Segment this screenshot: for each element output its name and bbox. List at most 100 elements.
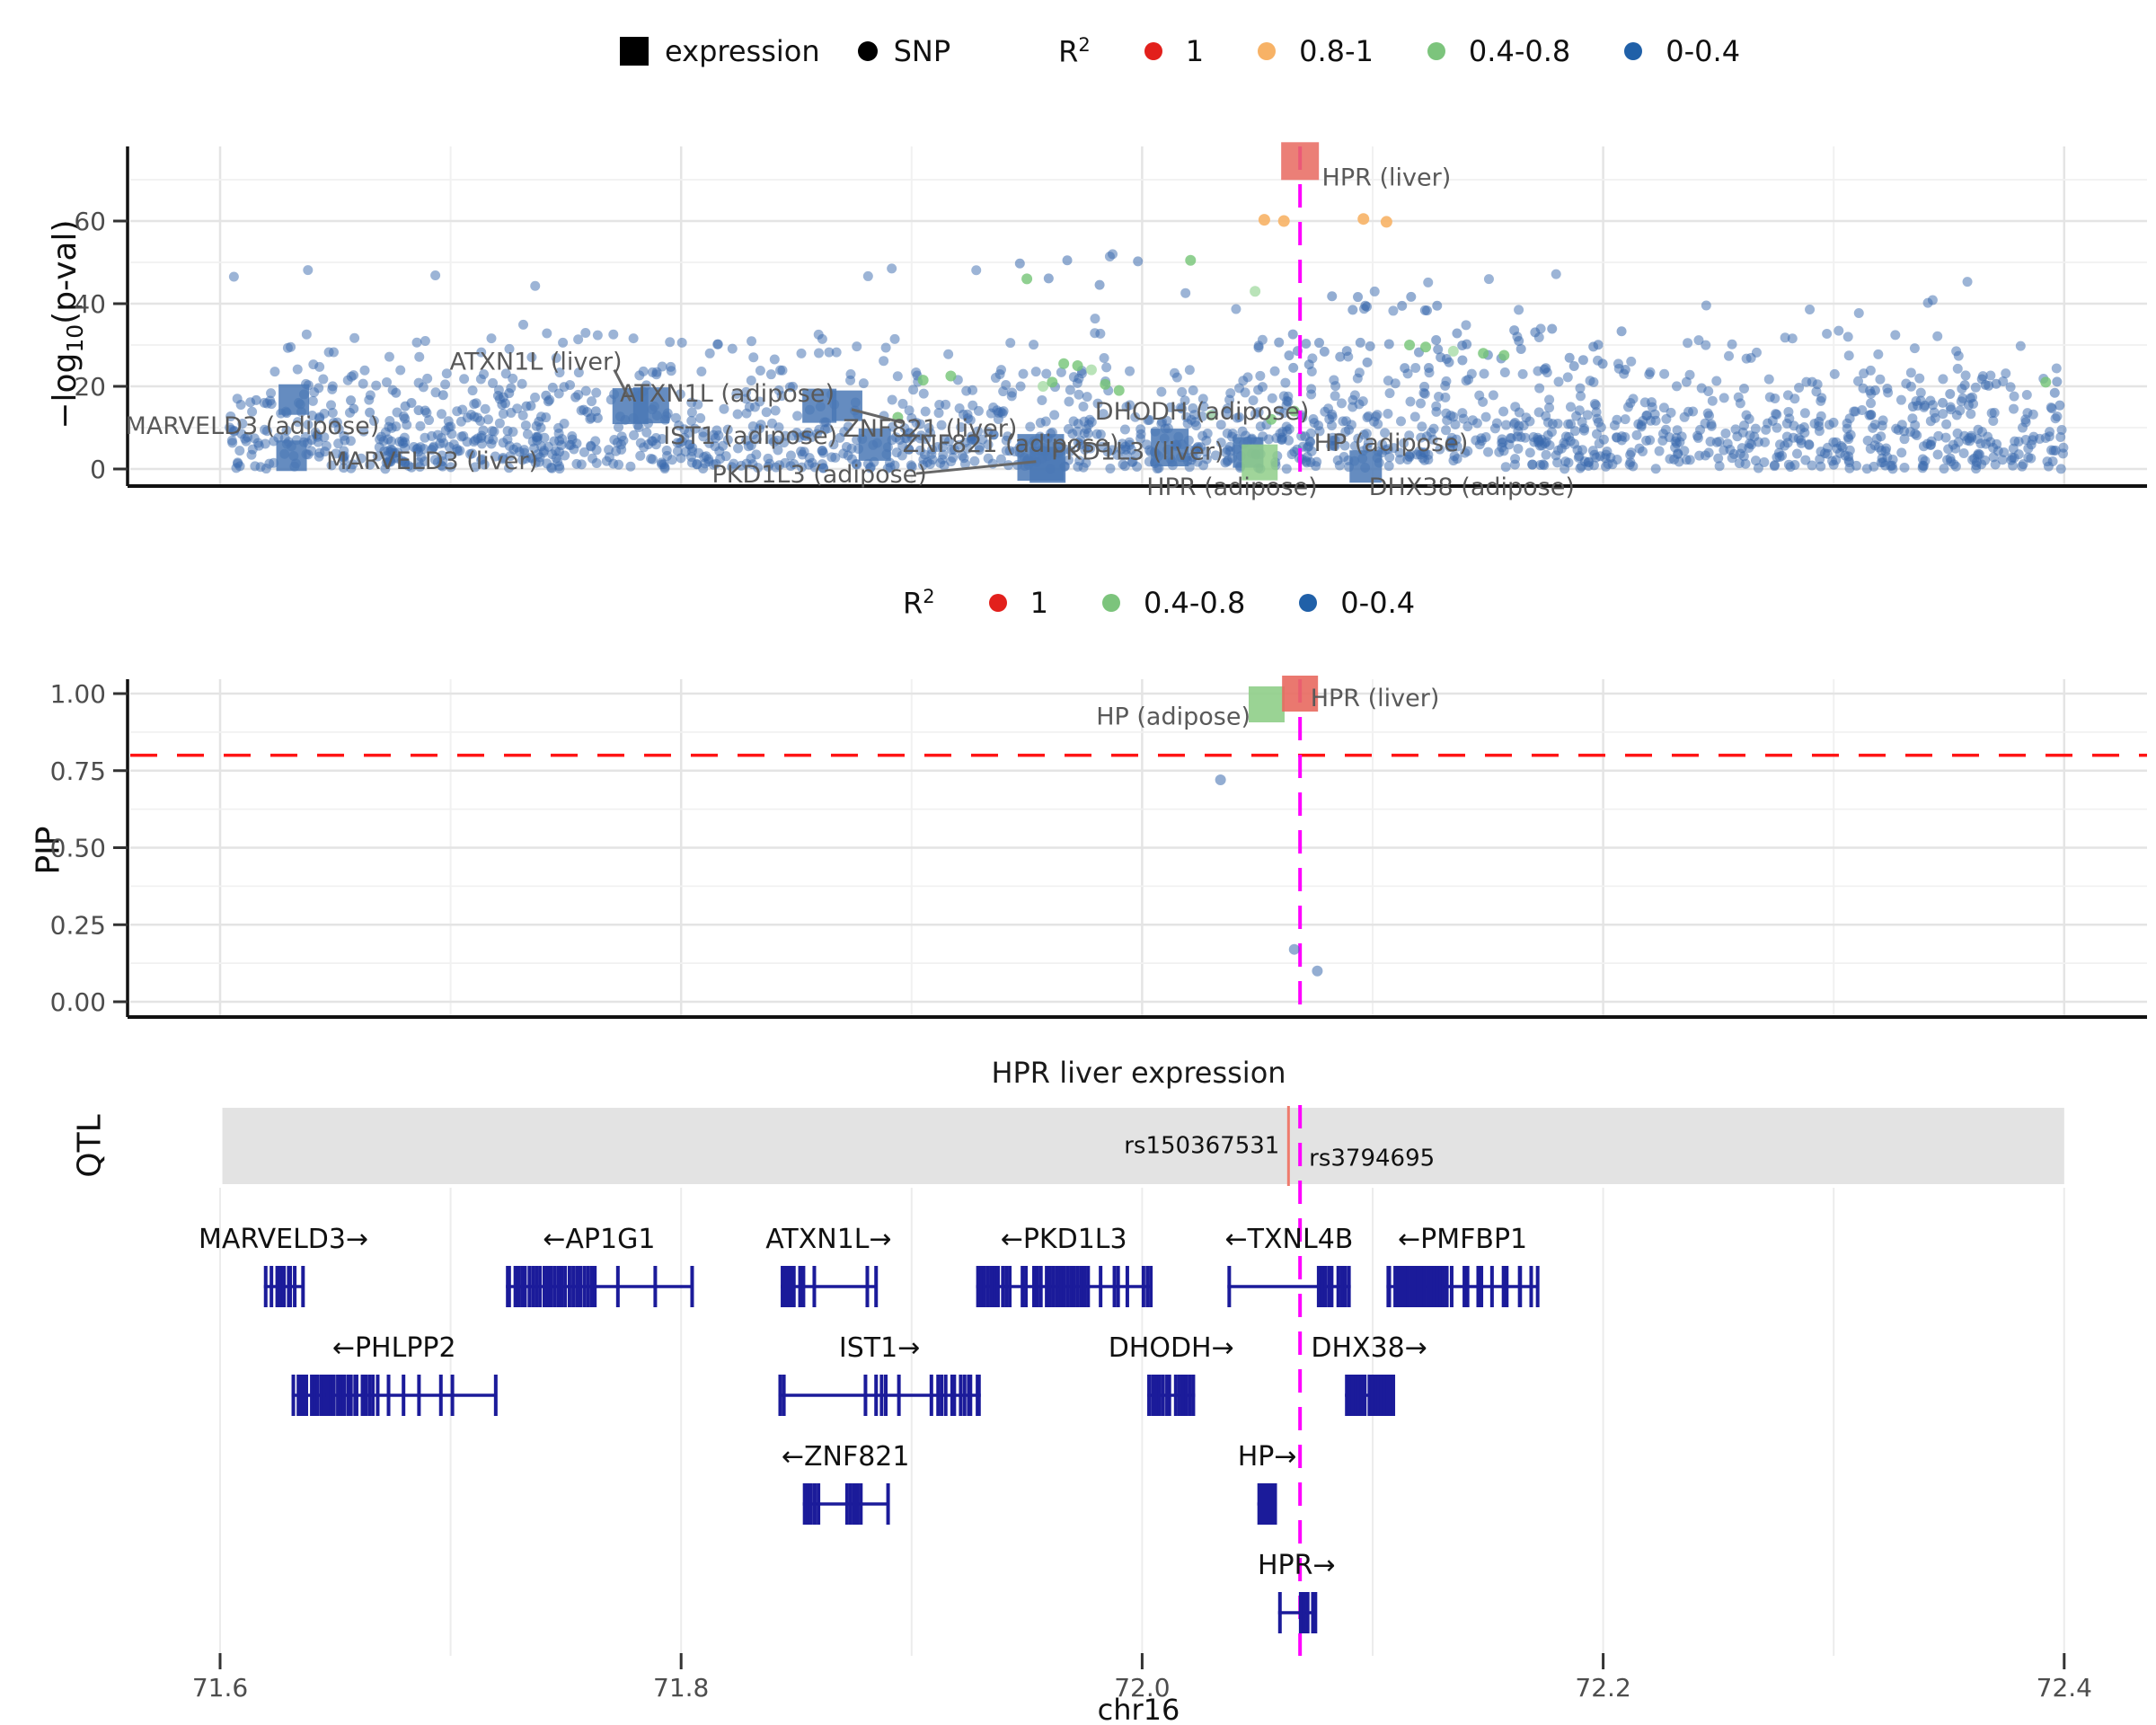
gene-exon-PMFBP1 <box>1409 1266 1414 1307</box>
snp-point <box>386 422 397 433</box>
snp-point <box>935 457 946 468</box>
snp-point <box>1575 383 1586 394</box>
snp-point <box>1997 455 2008 465</box>
snp-point <box>1950 443 1961 454</box>
y-tick-label: 20 <box>74 372 106 402</box>
snp-point-orange <box>1357 213 1370 226</box>
snp-point <box>552 456 563 467</box>
snp-point <box>1399 438 1409 448</box>
snp-point <box>1809 418 1820 429</box>
snp-point <box>1305 428 1316 438</box>
snp-point <box>1090 314 1100 324</box>
gene-exon-DHODH <box>1180 1375 1185 1416</box>
snp-point <box>1963 400 1974 411</box>
snp-point <box>229 425 240 436</box>
snp-point <box>1078 402 1089 412</box>
snp-point <box>1952 363 1963 374</box>
snp-point <box>273 432 284 443</box>
y-tick-label: 0.50 <box>50 834 106 863</box>
snp-point <box>1926 436 1937 447</box>
snp-point-green <box>1113 385 1125 396</box>
snp-point <box>228 271 239 282</box>
snp-point <box>1380 445 1391 456</box>
snp-point <box>1842 423 1852 434</box>
snp-point <box>865 462 876 473</box>
snp-point <box>1546 427 1557 438</box>
snp-point <box>995 406 1006 417</box>
snp-point <box>1597 358 1608 369</box>
gene-exon-IST1 <box>959 1375 963 1416</box>
snp-point <box>974 442 985 453</box>
snp-point <box>497 399 508 410</box>
snp-point <box>476 347 487 358</box>
snp-point <box>1620 414 1630 425</box>
snp-point <box>400 413 411 424</box>
gene-exon-PMFBP1 <box>1462 1266 1467 1307</box>
snp-point-green <box>1478 348 1489 359</box>
snp-point <box>908 385 919 395</box>
y-tick-label: 40 <box>74 289 106 319</box>
snp-point <box>1948 459 1959 470</box>
snp-point <box>2009 403 2019 414</box>
snp-point <box>1281 464 1292 474</box>
snp-point-green <box>1420 341 1432 353</box>
snp-point <box>2028 431 2039 442</box>
gene-exon-PHLPP2 <box>349 1375 353 1416</box>
snp-point <box>1435 444 1445 455</box>
snp-point <box>746 440 756 451</box>
snp-point <box>948 452 959 463</box>
snp-point <box>579 447 589 457</box>
gene-exon-AP1G1 <box>513 1266 517 1307</box>
gene-exon-PKD1L3 <box>1125 1266 1129 1307</box>
snp-point <box>746 453 756 464</box>
snp-point <box>1497 438 1507 448</box>
snp-point <box>1182 419 1193 429</box>
snp-point <box>1025 421 1036 432</box>
gene-label-PMFBP1: ←PMFBP1 <box>1398 1224 1527 1255</box>
snp-point <box>1568 360 1579 371</box>
gene-exon-PKD1L3 <box>1035 1266 1039 1307</box>
snp-point <box>1941 419 1952 429</box>
snp-point <box>1764 392 1775 402</box>
snp-point <box>1991 378 2001 389</box>
snp-point <box>748 352 759 363</box>
snp-point <box>517 410 528 420</box>
rs-label-rs150367531: rs150367531 <box>1124 1133 1279 1160</box>
snp-point <box>494 418 505 429</box>
snp-point <box>1068 372 1079 383</box>
snp-point <box>1029 340 1039 350</box>
snp-point <box>1513 426 1524 437</box>
snp-point <box>479 368 490 379</box>
snp-point <box>796 348 807 358</box>
snp-point <box>1816 393 1827 403</box>
snp-point <box>1184 365 1195 376</box>
snp-point <box>1390 378 1401 389</box>
snp-point <box>1582 410 1593 420</box>
gene-exon-PMFBP1 <box>1465 1266 1470 1307</box>
snp-point <box>1210 450 1221 461</box>
snp-point <box>712 339 723 349</box>
snp-point <box>307 395 318 406</box>
snp-point <box>1940 432 1951 443</box>
snp-point <box>1957 393 1968 403</box>
gene-exon-PMFBP1 <box>1432 1266 1436 1307</box>
snp-point <box>2044 431 2054 442</box>
snp-point <box>817 446 827 456</box>
gene-exon-MARVELD3 <box>281 1266 287 1307</box>
snp-point <box>303 420 314 430</box>
gene-exon-AP1G1 <box>517 1266 521 1307</box>
gene-label-ZNF821: ←ZNF821 <box>782 1441 910 1473</box>
snp-point <box>1780 440 1790 451</box>
annotation-HPR-liver-: HPR (liver) <box>1322 164 1452 192</box>
snp-point-green <box>1266 413 1277 425</box>
snp-point <box>1117 438 1127 449</box>
snp-point <box>616 431 627 442</box>
snp-point <box>1700 418 1710 429</box>
snp-point <box>462 412 473 423</box>
snp-point <box>1866 398 1877 409</box>
gene-exon-PKD1L3 <box>1024 1266 1029 1307</box>
snp-point <box>1666 407 1676 418</box>
snp-point <box>1816 461 1826 472</box>
gene-exon-DHX38 <box>1367 1375 1372 1416</box>
gene-exon-PHLPP2 <box>315 1375 320 1416</box>
